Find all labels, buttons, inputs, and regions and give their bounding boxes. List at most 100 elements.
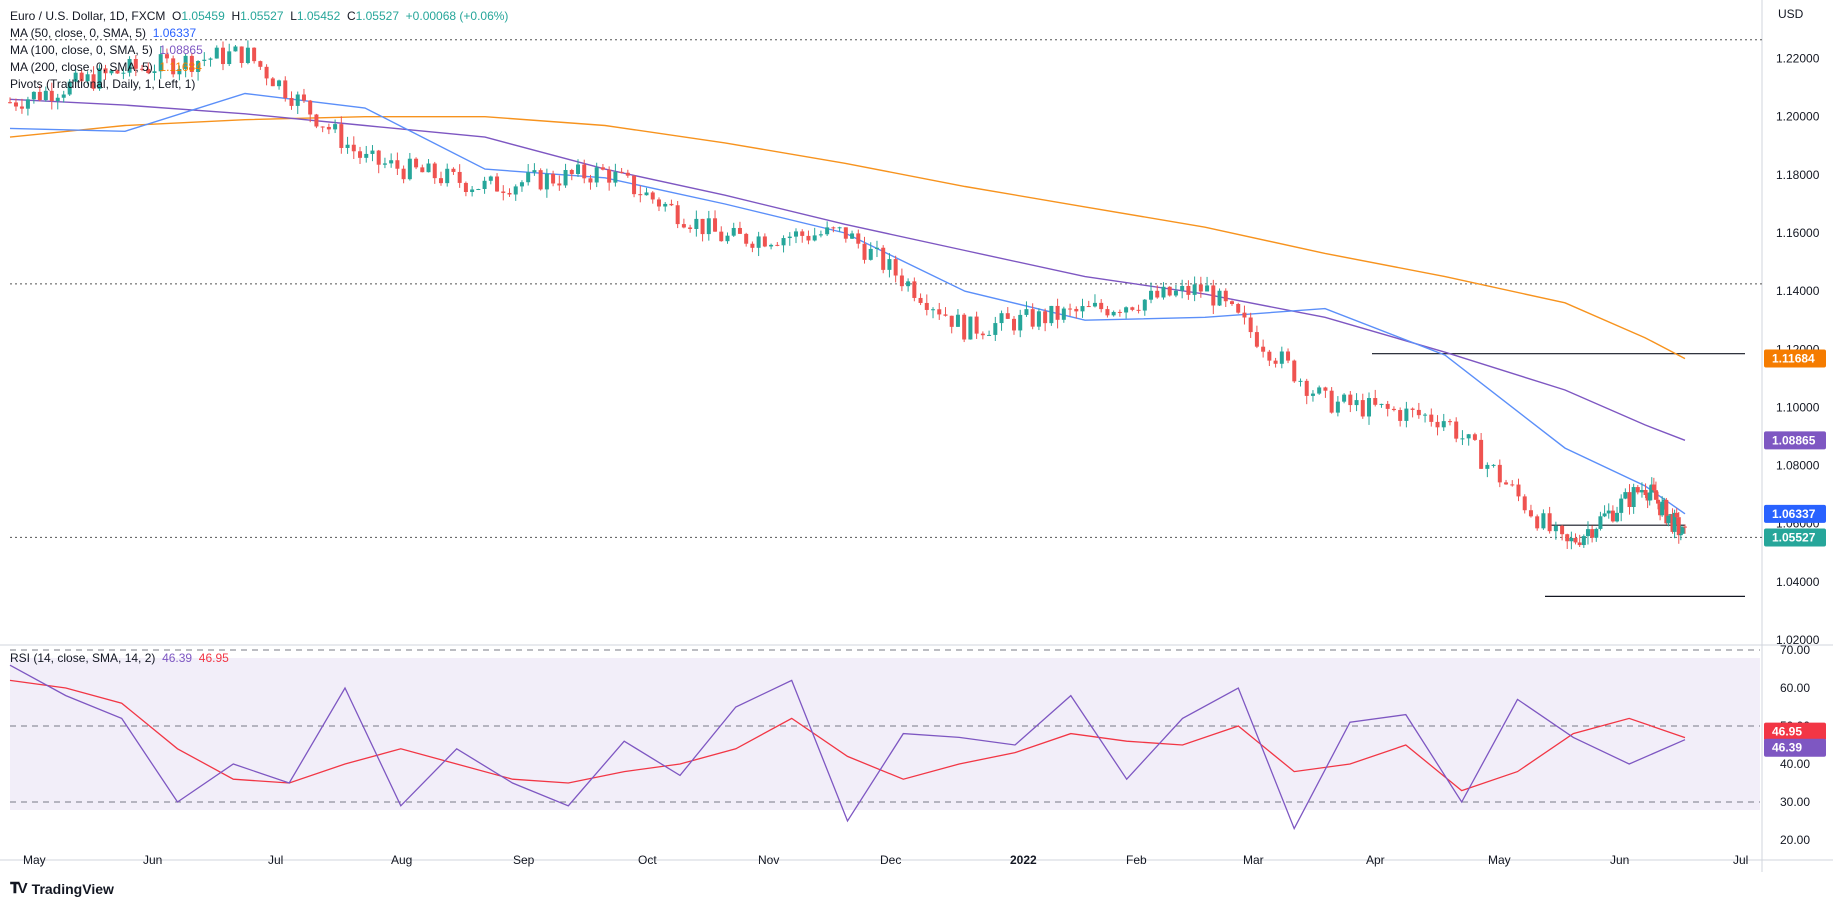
tradingview-logo[interactable]: 𝐓V TradingView — [10, 880, 114, 897]
candle-body — [333, 124, 338, 130]
candle-body — [1111, 311, 1116, 316]
candle-body — [1149, 290, 1154, 300]
candle-body — [196, 60, 201, 72]
candle-body — [270, 78, 275, 87]
candle-body — [1030, 309, 1035, 327]
ma200-legend[interactable]: MA (200, close, 0, SMA, 5) 1.11684 — [10, 59, 202, 76]
candle-body — [519, 182, 524, 187]
time-axis-label: Apr — [1366, 853, 1385, 867]
candle-body — [482, 180, 487, 190]
rsi-ma-legend-value: 46.95 — [198, 651, 229, 665]
candle-body — [1598, 516, 1603, 529]
ma50-line — [9, 92, 1686, 515]
candle-body — [1242, 312, 1247, 318]
candle-body — [1645, 495, 1650, 501]
candle-body — [576, 164, 581, 175]
candle-body — [532, 170, 537, 173]
candle-body — [818, 234, 823, 236]
candle-body — [488, 176, 493, 181]
tradingview-logo-icon: 𝐓V — [10, 880, 28, 897]
candle-body — [1298, 380, 1303, 382]
candle-body — [61, 94, 66, 98]
candle-body — [1522, 496, 1527, 511]
candle-body — [1466, 434, 1471, 439]
candle-body — [1581, 536, 1586, 546]
candle-body — [1360, 400, 1365, 417]
time-axis-label: Nov — [758, 853, 779, 867]
ma50-legend[interactable]: MA (50, close, 0, SMA, 5) 1.06337 — [10, 25, 196, 42]
candle-body — [1662, 499, 1667, 502]
candle-body — [968, 316, 973, 340]
candle-body — [507, 192, 512, 195]
candle-body — [1155, 290, 1160, 298]
candle-body — [1674, 512, 1679, 518]
candle-body — [13, 102, 18, 107]
candle-body — [1491, 464, 1496, 466]
candle-body — [1535, 516, 1540, 529]
pivots-legend[interactable]: Pivots (Traditional, Daily, 1, Left, 1) — [10, 76, 195, 93]
ma100-legend-label: MA (100, close, 0, SMA, 5) — [10, 43, 153, 57]
candle-body — [999, 313, 1004, 324]
candle-body — [1018, 314, 1023, 331]
candle-body — [1273, 360, 1278, 364]
candle-body — [887, 259, 892, 270]
candle-body — [526, 172, 531, 183]
candle-body — [1472, 434, 1477, 440]
candle-body — [1205, 285, 1210, 292]
candle-body — [1623, 492, 1628, 499]
candle-body — [1229, 301, 1234, 305]
rsi-legend[interactable]: RSI (14, close, SMA, 14, 2) 46.39 46.95 — [10, 650, 229, 667]
price-tick-label: 1.16000 — [1776, 226, 1820, 240]
candle-body — [1198, 284, 1203, 292]
candle-body — [1404, 408, 1409, 421]
candle-body — [843, 227, 848, 239]
candle-body — [1460, 438, 1465, 440]
rsi-legend-label: RSI (14, close, SMA, 14, 2) — [10, 651, 156, 665]
time-axis-label: Oct — [638, 853, 657, 867]
candle-body — [43, 90, 48, 101]
candle-body — [1236, 304, 1241, 313]
candle-body — [1354, 400, 1359, 406]
rsi-line — [9, 664, 1686, 831]
candle-body — [1676, 517, 1681, 536]
candle-body — [1672, 512, 1677, 532]
candle-body — [1610, 510, 1615, 522]
symbol-legend: Euro / U.S. Dollar, 1D, FXCM O1.05459 H1… — [10, 8, 508, 25]
candle-body — [987, 334, 992, 336]
candle-body — [1441, 421, 1446, 428]
candle-body — [501, 191, 506, 193]
candle-body — [1005, 313, 1010, 319]
time-axis-label: Aug — [391, 853, 412, 867]
candle-body — [775, 244, 780, 246]
time-axis-label: Dec — [880, 853, 901, 867]
ma100-line — [9, 98, 1686, 441]
candle-body — [1099, 302, 1104, 310]
ma100-legend[interactable]: MA (100, close, 0, SMA, 5) 1.08865 — [10, 42, 203, 59]
candle-body — [214, 47, 219, 59]
candle-body — [109, 70, 114, 74]
close-value: 1.05527 — [355, 9, 399, 23]
candle-body — [1585, 529, 1590, 537]
candle-body — [103, 68, 108, 74]
candle-body — [650, 192, 655, 200]
candle-body — [1086, 306, 1091, 308]
candle-body — [121, 72, 126, 74]
close-label: C — [346, 9, 356, 23]
candle-body — [1373, 398, 1378, 405]
candle-body — [164, 54, 169, 59]
time-axis-label: Sep — [513, 853, 535, 867]
candle-body — [1217, 290, 1222, 306]
price-badge-label: 46.95 — [1772, 725, 1802, 739]
candle-body — [1398, 410, 1403, 421]
candle-body — [364, 153, 369, 158]
candle-body — [382, 163, 387, 165]
price-tick-label: 1.22000 — [1776, 52, 1820, 66]
candle-body — [1670, 514, 1675, 532]
candle-body — [208, 58, 213, 60]
price-badge — [1764, 738, 1826, 757]
candle-body — [744, 233, 749, 244]
candle-body — [1660, 501, 1665, 516]
candle-body — [1080, 306, 1085, 312]
candle-body — [1248, 317, 1253, 333]
